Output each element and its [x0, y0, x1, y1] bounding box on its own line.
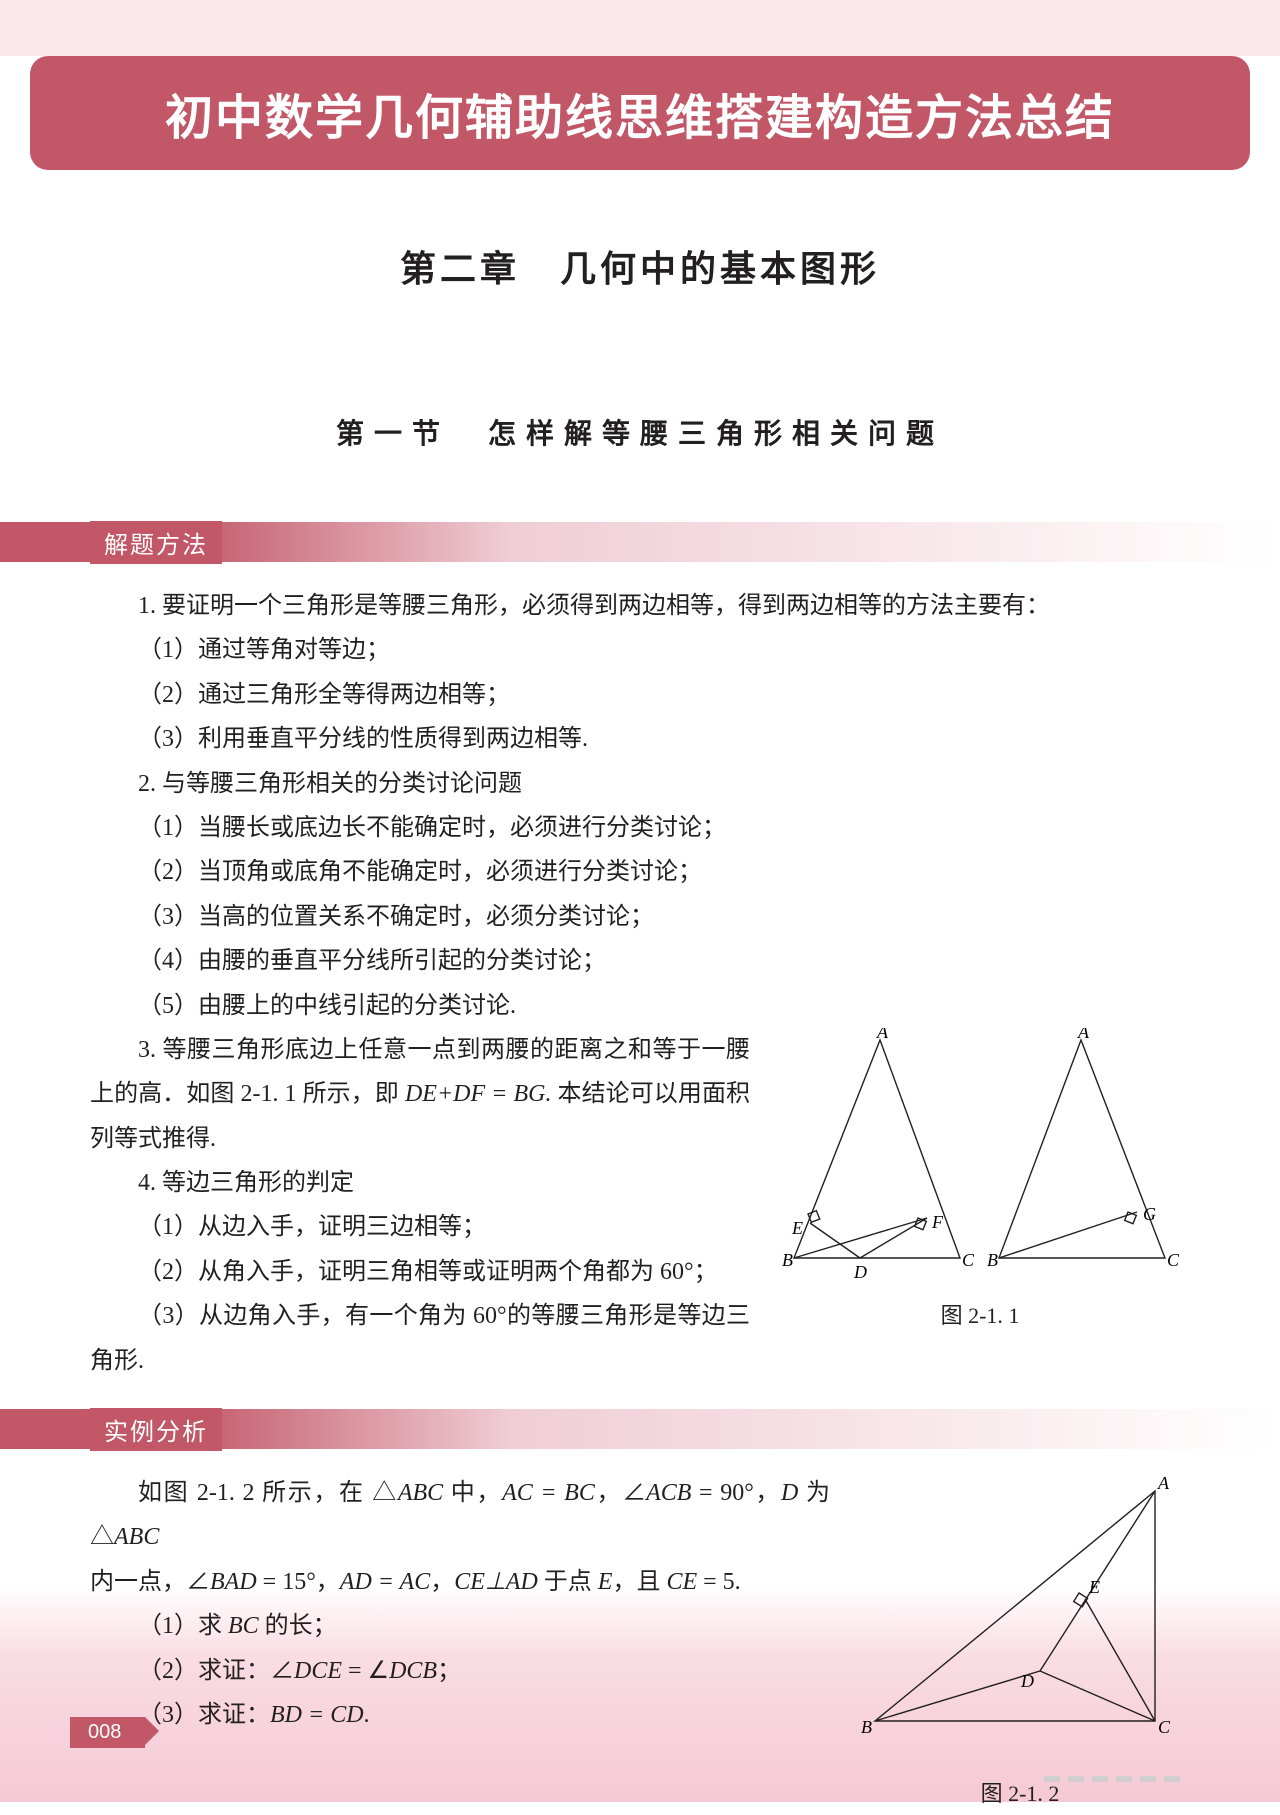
example-q3: （3）求证：BD = CD. — [90, 1693, 830, 1737]
heading-method-label: 解题方法 — [90, 521, 222, 564]
chapter-title: 第二章 几何中的基本图形 — [90, 240, 1190, 292]
svg-text:D: D — [1020, 1671, 1034, 1691]
svg-text:E: E — [791, 1218, 803, 1238]
triangle-left-svg: A B C D E F — [780, 1028, 975, 1288]
method-p2-3: （3）当高的位置关系不确定时，必须分类讨论； — [90, 895, 1190, 939]
method-p2-2: （2）当顶角或底角不能确定时，必须进行分类讨论； — [90, 850, 1190, 894]
figure-2-1-1: A B C D E F — [770, 1028, 1190, 1383]
method-p3: 3. 等腰三角形底边上任意一点到两腰的距离之和等于一腰上的高．如图 2-1. 1… — [90, 1028, 750, 1161]
heading-example: 实例分析 — [0, 1409, 1280, 1449]
method-p4: 4. 等边三角形的判定 — [90, 1161, 750, 1205]
watermark-dashes — [1044, 1776, 1180, 1782]
method-p1-1: （1）通过等角对等边； — [90, 628, 1190, 672]
svg-text:F: F — [931, 1212, 944, 1232]
method-p2-1: （1）当腰长或底边长不能确定时，必须进行分类讨论； — [90, 806, 1190, 850]
method-p4-2: （2）从角入手，证明三角相等或证明两个角都为 60°； — [90, 1250, 750, 1294]
figure-2-1-2: A B C D E 图 2-1. 2 — [850, 1471, 1190, 1815]
svg-text:B: B — [782, 1250, 793, 1270]
svg-text:C: C — [962, 1250, 975, 1270]
svg-text:B: B — [987, 1250, 998, 1270]
method-p2-5: （5）由腰上的中线引起的分类讨论. — [90, 984, 1190, 1028]
method-p1-3: （3）利用垂直平分线的性质得到两边相等. — [90, 717, 1190, 761]
section-title: 第一节 怎样解等腰三角形相关问题 — [90, 412, 1190, 452]
fig1-caption: 图 2-1. 1 — [770, 1296, 1190, 1337]
example-q1: （1）求 BC 的长； — [90, 1604, 830, 1648]
example-intro-cont: 内一点，∠BAD = 15°，AD = AC，CE⊥AD 于点 E，且 CE =… — [90, 1560, 830, 1604]
method-p1-2: （2）通过三角形全等得两边相等； — [90, 673, 1190, 717]
method-p4-3: （3）从边角入手，有一个角为 60°的等腰三角形是等边三角形. — [90, 1294, 750, 1383]
svg-text:E: E — [1088, 1577, 1100, 1597]
example-q2: （2）求证：∠DCE = ∠DCB； — [90, 1649, 830, 1693]
triangle-fig2-svg: A B C D E — [855, 1471, 1185, 1751]
heading-example-label: 实例分析 — [90, 1408, 222, 1451]
svg-text:G: G — [1143, 1204, 1156, 1224]
method-p2-4: （4）由腰的垂直平分线所引起的分类讨论； — [90, 939, 1190, 983]
method-p1: 1. 要证明一个三角形是等腰三角形，必须得到两边相等，得到两边相等的方法主要有： — [90, 584, 1190, 628]
page-number: 008 — [70, 1717, 145, 1748]
heading-method: 解题方法 — [0, 522, 1280, 562]
banner-title: 初中数学几何辅助线思维搭建构造方法总结 — [50, 78, 1230, 148]
triangle-right-svg: A B C G — [985, 1028, 1180, 1288]
svg-text:A: A — [1077, 1028, 1090, 1042]
example-intro: 如图 2-1. 2 所示，在 △ABC 中，AC = BC，∠ACB = 90°… — [90, 1471, 830, 1560]
method-p4-1: （1）从边入手，证明三边相等； — [90, 1205, 750, 1249]
title-banner: 初中数学几何辅助线思维搭建构造方法总结 — [30, 56, 1250, 170]
svg-text:A: A — [876, 1028, 889, 1042]
svg-text:C: C — [1167, 1250, 1180, 1270]
svg-text:B: B — [861, 1717, 872, 1737]
svg-text:C: C — [1158, 1717, 1171, 1737]
svg-text:A: A — [1157, 1473, 1170, 1493]
svg-text:D: D — [853, 1262, 867, 1282]
method-p2: 2. 与等腰三角形相关的分类讨论问题 — [90, 762, 1190, 806]
